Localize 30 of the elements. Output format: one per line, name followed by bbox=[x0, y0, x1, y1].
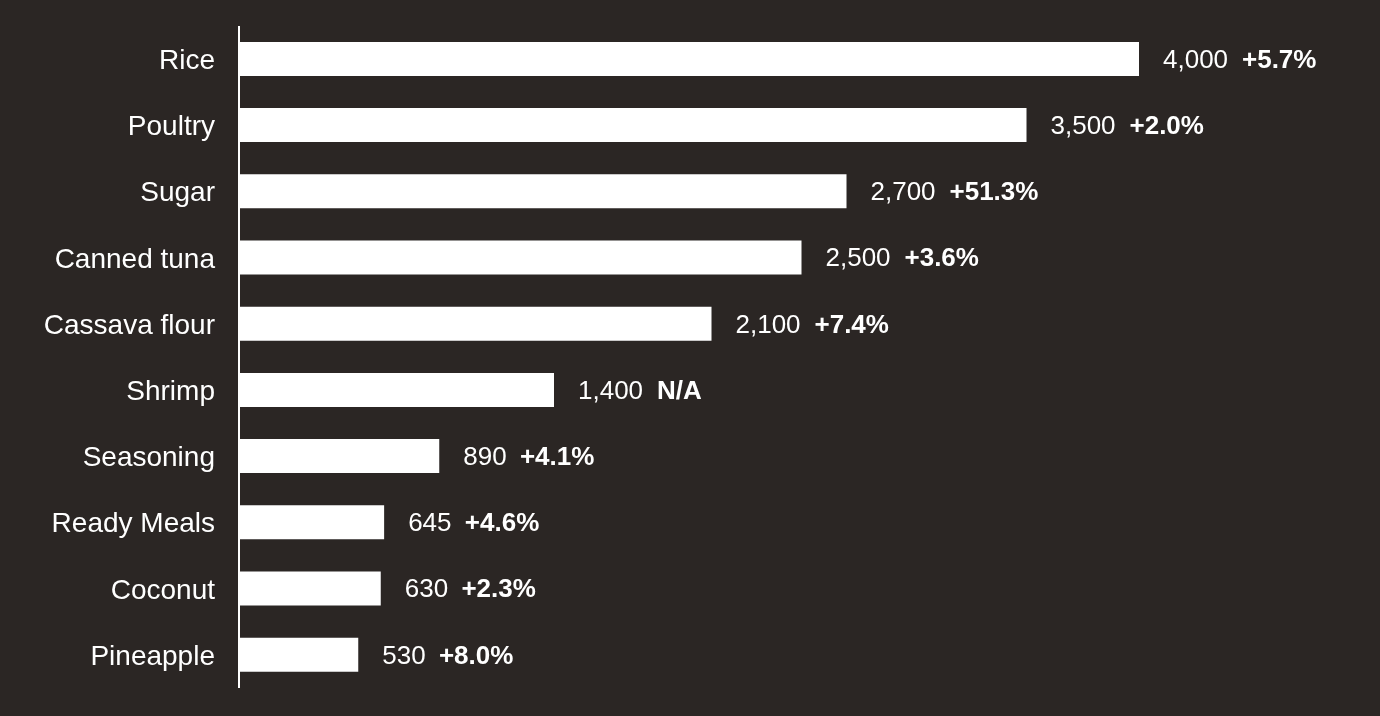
data-label: 4,000 bbox=[1163, 43, 1229, 74]
y-tick-label: Sugar bbox=[140, 176, 215, 208]
y-tick-label: Coconut bbox=[110, 573, 216, 605]
text: +5.7% bbox=[1242, 43, 1317, 74]
y-tick-label: Rice bbox=[158, 44, 215, 76]
annotation: +2.0% bbox=[1129, 110, 1204, 141]
annotation: +4.1% bbox=[519, 441, 595, 472]
annotation: +51.3% bbox=[949, 176, 1039, 207]
y-tick-label: Poultry bbox=[127, 110, 215, 142]
data-label: 630 bbox=[404, 573, 449, 604]
data-label: 645 bbox=[408, 507, 452, 538]
y-tick-label: Pineapple bbox=[90, 639, 215, 671]
y-tick-label: Canned tuna bbox=[54, 242, 216, 274]
annotation: +7.4% bbox=[814, 308, 889, 339]
data-label: 2,100 bbox=[735, 308, 801, 339]
data-label: 1,400 bbox=[578, 374, 644, 405]
data-label: 2,500 bbox=[825, 242, 891, 273]
annotation: +2.3% bbox=[461, 573, 536, 604]
data-label: 530 bbox=[382, 639, 426, 670]
y-tick-label: Cassava flour bbox=[43, 308, 215, 340]
data-label: 890 bbox=[463, 441, 507, 472]
y-tick-label: Shrimp bbox=[126, 375, 215, 407]
data-label: 3,500 bbox=[1050, 110, 1116, 141]
annotation: +3.6% bbox=[904, 242, 979, 273]
annotation: N/A bbox=[657, 374, 702, 405]
y-tick-label: Seasoning bbox=[82, 441, 215, 473]
annotation: +8.0% bbox=[438, 639, 514, 670]
y-tick-label: Ready Meals bbox=[51, 507, 215, 539]
annotation: +4.6% bbox=[464, 507, 540, 538]
data-label: 2,700 bbox=[870, 176, 936, 207]
